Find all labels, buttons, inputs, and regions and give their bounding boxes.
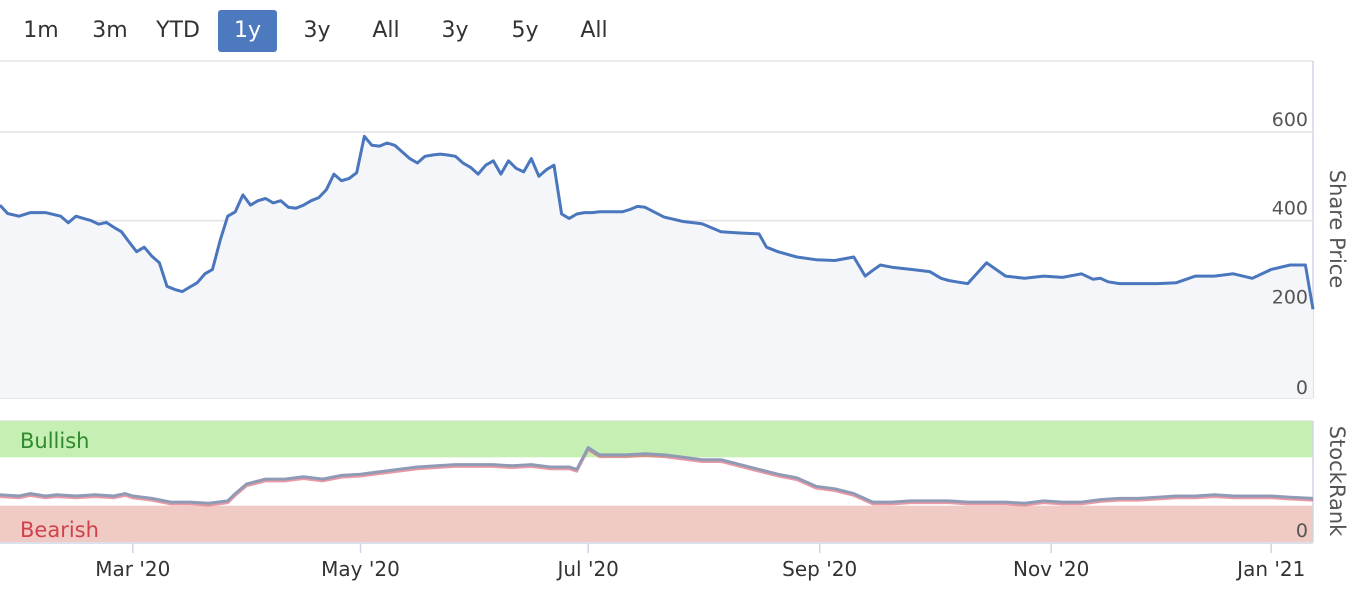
range-button-3m[interactable]: 3m xyxy=(92,18,128,43)
price-axis-title: Share Price xyxy=(1325,170,1349,289)
stockrank-axis-title: StockRank xyxy=(1325,426,1349,537)
stockrank-tick-0: 0 xyxy=(1296,520,1308,542)
stockrank-line xyxy=(0,446,1314,505)
bullish-band xyxy=(0,421,1313,458)
range-button-ytd[interactable]: YTD xyxy=(156,18,200,43)
range-button-all-second[interactable]: All xyxy=(580,18,608,43)
stockrank-below-line xyxy=(0,447,1314,507)
x-tick-label: Jul '20 xyxy=(555,557,618,581)
price-tick-label: 600 xyxy=(1272,109,1308,131)
x-axis: Mar '20 May '20 Jul '20 Sep '20 Nov '20 Jan '… xyxy=(0,542,1313,581)
range-button-5y[interactable]: 5y xyxy=(511,18,539,43)
price-pane: 0 200 400 600 Share Price xyxy=(0,60,1349,399)
stockrank-pane: Bullish Bearish 0 StockRank xyxy=(0,420,1349,542)
range-button-1y[interactable]: 1y xyxy=(218,10,277,52)
bullish-label: Bullish xyxy=(20,429,89,453)
range-button-1m[interactable]: 1m xyxy=(23,18,59,43)
x-tick-label: Nov '20 xyxy=(1013,557,1089,581)
price-area-fill xyxy=(0,136,1313,398)
x-tick-label: Sep '20 xyxy=(782,557,857,581)
range-button-3y-second[interactable]: 3y xyxy=(441,18,469,43)
price-line xyxy=(0,134,1315,310)
price-tick-label: 400 xyxy=(1272,198,1308,220)
x-tick-label: May '20 xyxy=(321,557,400,581)
bearish-band xyxy=(0,505,1313,542)
price-tick-label: 0 xyxy=(1296,377,1308,399)
price-tick-label: 200 xyxy=(1272,286,1308,308)
x-tick-label: Mar '20 xyxy=(95,557,170,581)
bearish-label: Bearish xyxy=(20,518,99,542)
range-button-3y[interactable]: 3y xyxy=(303,18,331,43)
x-tick-label: Jan '21 xyxy=(1235,557,1305,581)
range-button-all[interactable]: All xyxy=(372,18,400,43)
